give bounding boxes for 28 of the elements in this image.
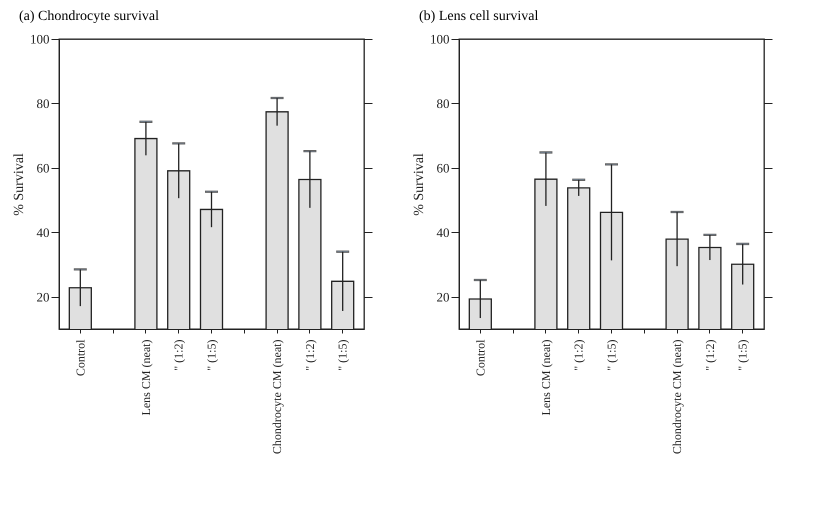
- x-tick-label: Control: [473, 338, 488, 376]
- x-tick-label: " (1:5): [604, 340, 618, 371]
- x-tick-label: Chondrocyte CM (neat): [270, 340, 284, 454]
- x-tick-label: " (1:5): [204, 340, 218, 371]
- y-tick-label: 60: [436, 160, 450, 176]
- x-tick-label: " (1:2): [172, 340, 186, 371]
- y-tick-label: 100: [430, 32, 450, 46]
- x-tick-label: " (1:2): [702, 340, 717, 371]
- y-tick-label: 80: [36, 96, 50, 111]
- y-tick-label: 40: [436, 224, 450, 240]
- y-tick-label: 100: [30, 32, 50, 46]
- y-tick-label: 20: [36, 289, 50, 304]
- chart-title: (a) Chondrocyte survival: [19, 9, 160, 24]
- x-tick-label: " (1:5): [336, 340, 350, 371]
- y-tick-label: 80: [436, 96, 450, 111]
- y-axis-title: % Survival: [412, 153, 427, 216]
- chart-title: (b) Lens cell survival: [419, 9, 538, 24]
- y-tick-label: 60: [36, 160, 50, 176]
- x-tick-label: Lens CM (neat): [138, 340, 153, 416]
- y-tick-label: 20: [436, 289, 450, 304]
- y-axis-title: % Survival: [12, 153, 27, 216]
- x-tick-label: Chondrocyte CM (neat): [670, 340, 684, 454]
- x-tick-label: Control: [73, 338, 88, 376]
- x-tick-label: " (1:2): [572, 340, 586, 371]
- x-tick-label: " (1:5): [736, 340, 750, 371]
- x-tick-label: Lens CM (neat): [538, 340, 553, 416]
- y-tick-label: 40: [36, 224, 50, 240]
- x-tick-label: " (1:2): [302, 340, 317, 371]
